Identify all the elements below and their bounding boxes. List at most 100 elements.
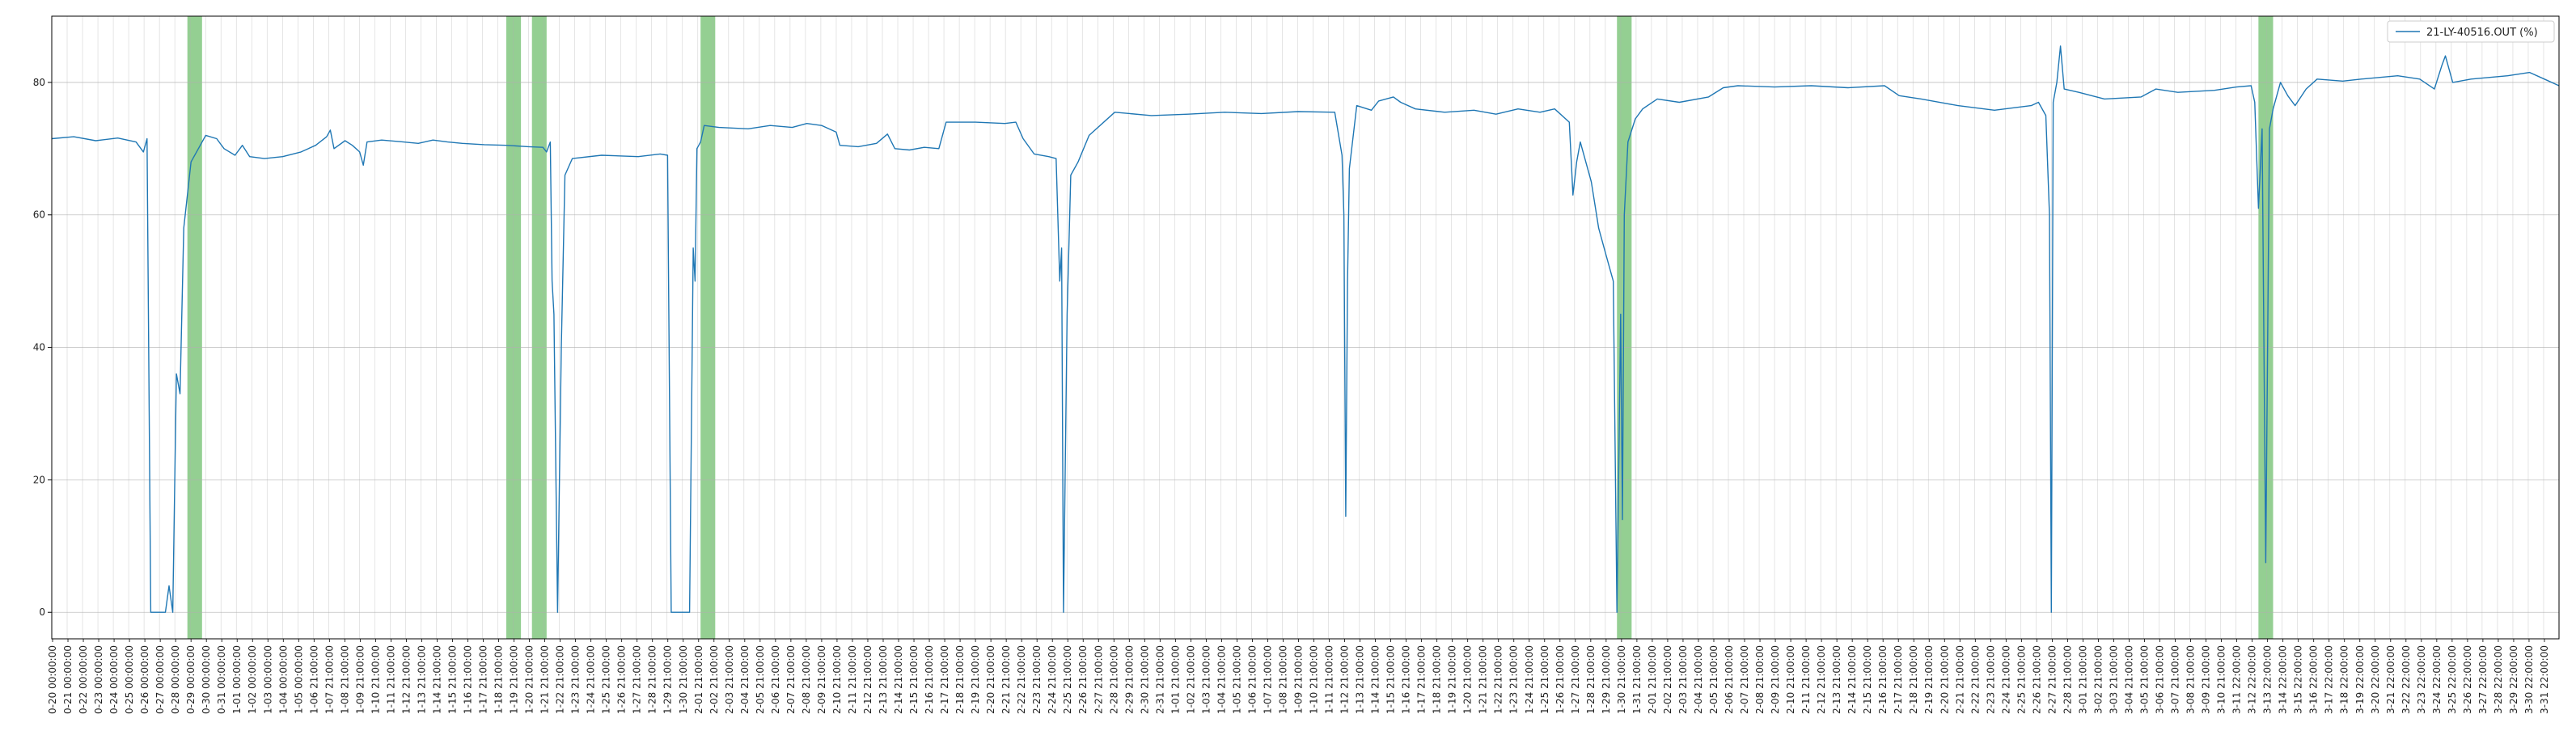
x-tick-label: 0-27 00:00:00 [154,645,166,714]
x-tick-label: 3-04 21:00:00 [2123,645,2134,714]
x-tick-label: 3-01 21:00:00 [2077,645,2088,714]
x-tick-label: 0-24 00:00:00 [108,645,120,714]
shaded-region [187,16,202,639]
x-tick-label: 1-03 00:00:00 [262,645,273,714]
x-tick-label: 1-15 21:00:00 [446,645,458,714]
shaded-region [700,16,716,639]
x-tick-label: 1-13 21:00:00 [1355,645,1366,714]
x-tick-label: 2-16 21:00:00 [1877,645,1889,714]
x-tick-label: 2-01 21:00:00 [693,645,704,714]
x-tick-label: 1-18 21:00:00 [1432,645,1443,714]
x-tick-label: 2-25 21:00:00 [2016,645,2027,714]
x-tick-label: 1-04 21:00:00 [1216,645,1227,714]
y-axis: 0 20 40 60 80 [33,77,52,618]
x-tick-label: 2-29 21:00:00 [1123,645,1135,714]
x-tick-label: 3-10 21:00:00 [2216,645,2227,714]
x-tick-label: 3-17 22:00:00 [2324,645,2335,714]
x-tick-label: 1-21 21:00:00 [539,645,551,714]
x-tick-label: 1-09 21:00:00 [354,645,366,714]
x-tick-label: 2-04 21:00:00 [1693,645,1704,714]
x-tick-label: 1-20 21:00:00 [524,645,535,714]
y-tick-label: 60 [33,209,45,221]
x-tick-label: 2-06 21:00:00 [1724,645,1735,714]
x-tick-label: 2-23 21:00:00 [1985,645,1996,714]
y-tick-label: 80 [33,77,45,88]
x-tick-label: 1-24 21:00:00 [586,645,597,714]
x-tick-label: 2-19 21:00:00 [1923,645,1935,714]
x-tick-label: 0-31 00:00:00 [216,645,227,714]
x-tick-label: 2-11 21:00:00 [1800,645,1812,714]
x-tick-label: 2-22 21:00:00 [1016,645,1027,714]
x-tick-label: 1-06 21:00:00 [308,645,319,714]
x-tick-label: 3-16 22:00:00 [2308,645,2320,714]
x-tick-label: 1-14 21:00:00 [431,645,442,714]
x-tick-label: 2-09 21:00:00 [816,645,827,714]
x-tick-label: 2-23 21:00:00 [1031,645,1043,714]
x-tick-label: 2-01 21:00:00 [1647,645,1658,714]
x-tick-label: 3-03 21:00:00 [2108,645,2119,714]
x-tick-label: 1-03 21:00:00 [1200,645,1212,714]
shaded-region [1617,16,1632,639]
x-tick-label: 1-16 21:00:00 [1401,645,1412,714]
x-tick-label: 3-14 22:00:00 [2278,645,2289,714]
x-tick-label: 1-25 21:00:00 [1539,645,1550,714]
x-tick-label: 3-05 21:00:00 [2139,645,2151,714]
x-tick-label: 2-03 21:00:00 [724,645,735,714]
x-tick-label: 1-08 21:00:00 [1277,645,1288,714]
x-tick-label: 1-19 21:00:00 [509,645,520,714]
x-tick-label: 1-12 21:00:00 [400,645,412,714]
x-tick-label: 1-28 21:00:00 [647,645,658,714]
x-tick-label: 2-04 21:00:00 [739,645,751,714]
x-tick-label: 3-12 22:00:00 [2247,645,2258,714]
x-tick-label: 1-07 21:00:00 [1262,645,1273,714]
x-tick-label: 1-05 00:00:00 [293,645,304,714]
x-tick-label: 3-30 22:00:00 [2523,645,2535,714]
x-tick-label: 1-22 21:00:00 [1493,645,1504,714]
x-tick-label: 1-21 21:00:00 [1478,645,1489,714]
x-tick-label: 1-10 21:00:00 [370,645,381,714]
x-tick-label: 2-12 21:00:00 [862,645,873,714]
legend-label: 21-LY-40516.OUT (%) [2426,27,2538,39]
x-tick-label: 2-15 21:00:00 [908,645,920,714]
x-tick-label: 1-30 21:00:00 [1616,645,1627,714]
x-tick-label: 1-27 21:00:00 [1570,645,1581,714]
x-tick-label: 2-07 21:00:00 [785,645,797,714]
x-tick-label: 3-08 21:00:00 [2185,645,2197,714]
x-tick-label: 2-08 21:00:00 [1754,645,1766,714]
x-tick-label: 2-13 21:00:00 [1831,645,1842,714]
x-tick-label: 2-14 21:00:00 [1846,645,1858,714]
x-tick-label: 2-21 21:00:00 [1954,645,1965,714]
x-tick-label: 2-18 21:00:00 [954,645,966,714]
x-tick-label: 2-26 21:00:00 [2031,645,2042,714]
x-tick-label: 2-11 21:00:00 [847,645,858,714]
x-tick-label: 2-26 21:00:00 [1077,645,1089,714]
x-tick-label: 0-20 00:00:00 [47,645,58,714]
x-tick-label: 3-28 22:00:00 [2493,645,2504,714]
x-tick-label: 0-28 00:00:00 [170,645,181,714]
x-tick-label: 1-30 21:00:00 [678,645,689,714]
x-tick-label: 2-16 21:00:00 [924,645,935,714]
x-tick-label: 1-23 21:00:00 [1508,645,1520,714]
y-tick-label: 20 [33,474,45,485]
x-tick-label: 2-28 21:00:00 [2062,645,2073,714]
x-tick-label: 2-22 21:00:00 [1969,645,1981,714]
x-tick-label: 1-20 21:00:00 [1462,645,1474,714]
x-tick-label: 1-18 21:00:00 [493,645,505,714]
x-tick-label: 1-16 21:00:00 [462,645,473,714]
x-tick-label: 3-31 22:00:00 [2539,645,2550,714]
x-tick-label: 0-21 00:00:00 [62,645,74,714]
series-line [51,45,2560,613]
x-tick-label: 1-22 21:00:00 [555,645,566,714]
x-tick-label: 1-23 21:00:00 [570,645,582,714]
x-tick-label: 2-20 21:00:00 [985,645,996,714]
x-tick-label: 1-29 21:00:00 [1601,645,1612,714]
x-tick-label: 2-06 21:00:00 [770,645,781,714]
legend-box [2387,20,2555,43]
x-tick-label: 2-27 21:00:00 [2046,645,2058,714]
x-tick-label: 2-09 21:00:00 [1770,645,1781,714]
x-tick-label: 2-25 21:00:00 [1062,645,1073,714]
x-tick-label: 3-22 22:00:00 [2400,645,2412,714]
x-tick-label: 1-19 21:00:00 [1447,645,1458,714]
x-tick-label: 2-20 21:00:00 [1939,645,1950,714]
x-tick-label: 3-23 22:00:00 [2416,645,2427,714]
